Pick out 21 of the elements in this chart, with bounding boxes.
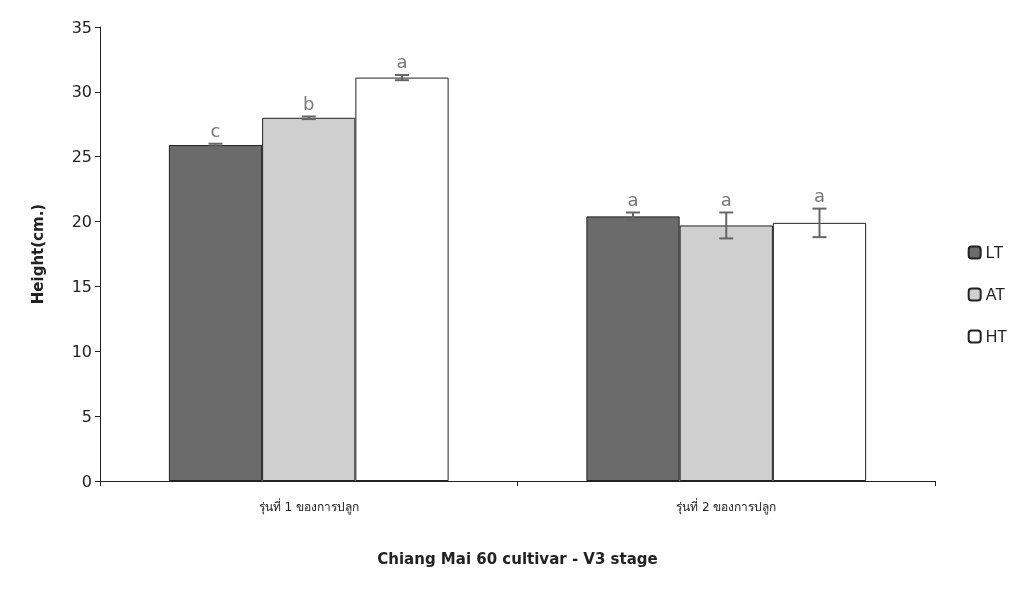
y-tick-label: 5 (81, 406, 92, 426)
y-tick-label: 35 (71, 17, 92, 37)
legend-label: HT (985, 328, 1008, 345)
data-label: a (720, 188, 732, 210)
x-tick-label: รุ่นที่ 2 ของการปลูก (676, 498, 777, 515)
y-tick-label: 10 (71, 341, 92, 361)
y-tick-label: 20 (71, 212, 92, 232)
legend-label: LT (985, 244, 1004, 261)
y-axis-title: Height(cm.) (28, 203, 47, 305)
data-label: a (396, 51, 408, 73)
y-tick-label: 30 (71, 82, 92, 102)
data-label: c (210, 120, 221, 142)
y-tick-label: 25 (71, 147, 92, 167)
y-tick-label: 0 (81, 471, 92, 491)
x-tick-label: รุ่นที่ 1 ของการปลูก (258, 498, 359, 515)
legend-label: AT (985, 286, 1006, 303)
data-label: a (627, 188, 639, 210)
data-label: b (303, 93, 315, 114)
y-tick-label: 15 (71, 276, 92, 296)
x-axis-title: Chiang Mai 60 cultivar - V3 stage (377, 549, 658, 568)
data-label: a (813, 185, 826, 207)
